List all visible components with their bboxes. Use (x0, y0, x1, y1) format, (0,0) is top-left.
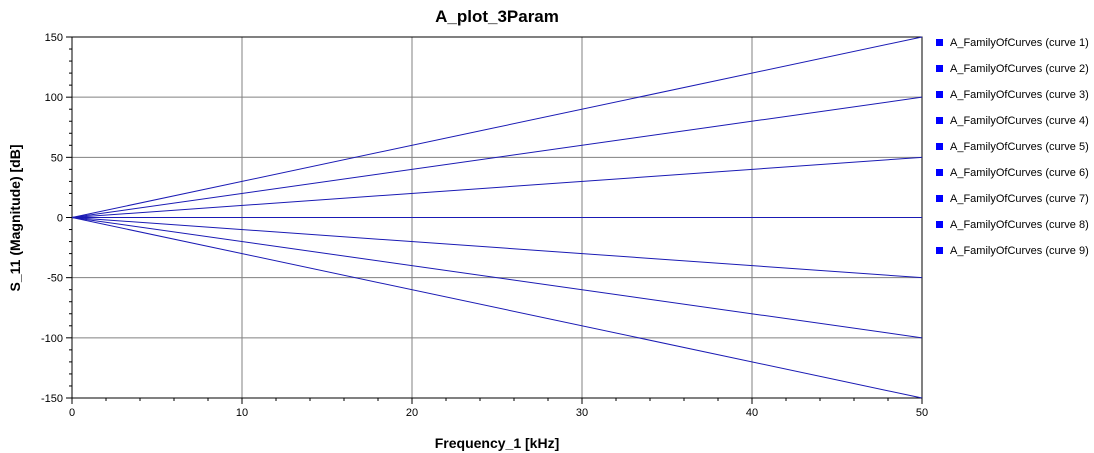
legend-label: A_FamilyOfCurves (curve 2) (950, 63, 1089, 75)
series-layer (71, 36, 923, 399)
series-line-2 (71, 96, 923, 218)
legend-marker (936, 169, 943, 176)
x-axis: 0 10 20 30 40 50 (69, 398, 928, 419)
series-line-6 (71, 217, 923, 399)
y-tick-label: 150 (45, 32, 63, 44)
x-tick-label: 30 (576, 407, 588, 419)
x-tick-label: 50 (916, 407, 928, 419)
y-tick-label: 50 (51, 152, 63, 164)
x-tick-label: 20 (406, 407, 418, 419)
series-line-5 (71, 217, 923, 339)
legend-marker (936, 247, 943, 254)
y-axis-title: S_11 (Magnitude) [dB] (7, 144, 23, 291)
legend-marker (936, 143, 943, 150)
chart-title: A_plot_3Param (435, 7, 559, 26)
legend-label: A_FamilyOfCurves (curve 1) (950, 37, 1089, 49)
legend-marker (936, 65, 943, 72)
legend-marker (936, 91, 943, 98)
x-tick-label: 40 (746, 407, 758, 419)
legend-marker (936, 39, 943, 46)
legend-label: A_FamilyOfCurves (curve 6) (950, 167, 1089, 179)
legend-label: A_FamilyOfCurves (curve 5) (950, 141, 1089, 153)
legend-marker (936, 117, 943, 124)
y-tick-label: 0 (57, 213, 63, 225)
legend-label: A_FamilyOfCurves (curve 3) (950, 89, 1089, 101)
y-tick-label: -50 (47, 273, 63, 285)
legend-marker (936, 195, 943, 202)
y-tick-label: -150 (41, 393, 63, 405)
y-axis: 150 100 50 0 -50 -100 -150 (41, 32, 72, 405)
series-line-4 (71, 217, 923, 279)
legend: A_FamilyOfCurves (curve 1) A_FamilyOfCurv… (936, 37, 1089, 257)
y-tick-label: 100 (45, 92, 63, 104)
series-line-1 (71, 36, 923, 218)
x-tick-label: 10 (236, 407, 248, 419)
x-tick-label: 0 (69, 407, 75, 419)
series-line-3 (71, 156, 923, 218)
legend-label: A_FamilyOfCurves (curve 9) (950, 245, 1089, 257)
legend-label: A_FamilyOfCurves (curve 4) (950, 115, 1089, 127)
legend-label: A_FamilyOfCurves (curve 8) (950, 219, 1089, 231)
legend-marker (936, 221, 943, 228)
x-axis-title: Frequency_1 [kHz] (435, 435, 559, 451)
y-tick-label: -100 (41, 333, 63, 345)
legend-label: A_FamilyOfCurves (curve 7) (950, 193, 1089, 205)
